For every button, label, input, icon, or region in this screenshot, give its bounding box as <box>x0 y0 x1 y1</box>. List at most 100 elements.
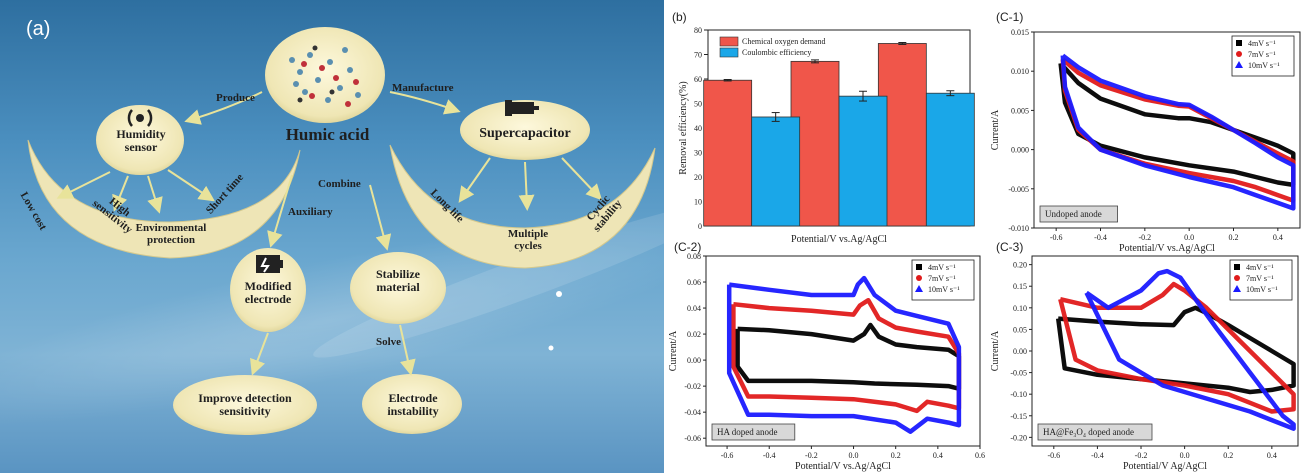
y-tick-label: -0.06 <box>684 434 701 443</box>
y-tick-label: 0 <box>698 222 702 231</box>
y-tick-label: 0.00 <box>1013 347 1027 356</box>
panel-c2-label: (C-2) <box>674 240 702 254</box>
x-tick-label: 0.2 <box>891 451 901 460</box>
annotation-group: HA@Fe₃O₄ doped anode <box>1037 423 1153 441</box>
humidity-sensor-label: Humidity sensor <box>116 127 166 155</box>
y-tick-label: 20 <box>694 173 702 182</box>
x-tick-label: -0.4 <box>1094 233 1107 242</box>
panel-c3-chart: (C-3) -0.6 -0.4 -0.2 0.0 0.2 0.4 -0.20 -0.15 -0.… <box>986 236 1306 473</box>
panel-a-graphics <box>0 27 664 435</box>
legend-label: Chemical oxygen demand <box>742 37 826 46</box>
panel-c1-svg: -0.6 -0.4 -0.2 0.0 0.2 0.4 -0.010 -0.005 0.000 0.… <box>990 28 1301 254</box>
y-tick-label: -0.02 <box>684 382 701 391</box>
panel-c1-chart: (C-1) -0.6 -0.4 -0.2 0.0 0.2 0.4 -0.010 -0.005 0… <box>986 0 1306 254</box>
y-tick-label: -0.04 <box>684 408 701 417</box>
y-tick-label: 50 <box>694 100 702 109</box>
legend-label: 4mV s⁻¹ <box>928 263 956 272</box>
annotation-label: HA@Fe₃O₄ doped anode <box>1043 427 1134 437</box>
y-tick-label: 70 <box>694 51 702 60</box>
annotation-group: Undoped anode <box>1039 205 1118 223</box>
y-tick-label: 0.010 <box>1011 67 1029 76</box>
y-tick-label: 0.10 <box>1013 304 1027 313</box>
humic-acid-molecule-icon <box>265 27 385 123</box>
legend-marker <box>1236 51 1242 57</box>
legend-swatch <box>719 47 739 58</box>
electrode-instability-node <box>362 374 462 434</box>
y-tick-label: 0.08 <box>687 252 701 261</box>
x-tick-label: 0.4 <box>1267 451 1277 460</box>
supercapacitor-crescent <box>389 144 656 269</box>
annotation-label: Undoped anode <box>1045 209 1102 219</box>
supercapacitor-label: Supercapacitor <box>479 126 571 141</box>
multiple-cycles-label: Multiple cycles <box>507 228 549 252</box>
x-tick-label: -0.4 <box>1091 451 1104 460</box>
y-tick-label: 30 <box>694 149 702 158</box>
legend-marker <box>1233 285 1241 292</box>
bar <box>838 95 888 227</box>
edge-combine-label: Combine <box>318 178 361 190</box>
y-tick-label: 0.05 <box>1013 325 1027 334</box>
y-tick-label: 0.20 <box>1013 261 1027 270</box>
panel-c2-chart: (C-2) -0.6 -0.4 -0.2 0.0 0.2 0.4 0.6 -0.06 -0.04… <box>664 236 986 473</box>
x-tick-label: -0.2 <box>1135 451 1148 460</box>
x-tick-label: 0.4 <box>933 451 943 460</box>
cv-curve <box>1058 61 1296 188</box>
x-tick-label: 0.4 <box>1273 233 1283 242</box>
panel-a-letter: (a) <box>26 18 51 40</box>
environmental-protection-label: Environmental protection <box>135 222 207 246</box>
panel-b-label: (b) <box>672 10 687 24</box>
y-tick-label: 0.005 <box>1011 106 1029 115</box>
annotation-box <box>1037 423 1153 441</box>
panel-c2-svg: -0.6 -0.4 -0.2 0.0 0.2 0.4 0.6 -0.06 -0.04 -0.02 0… <box>668 252 985 472</box>
legend-box <box>1229 259 1293 301</box>
y-tick-label: -0.15 <box>1010 412 1027 421</box>
x-tick-label: 0.0 <box>849 451 859 460</box>
x-tick-label: -0.2 <box>1138 233 1151 242</box>
edge-auxiliary-label: Auxiliary <box>288 206 333 218</box>
y-axis-label: Current/A <box>990 109 1001 150</box>
y-axis-label: Current/A <box>668 330 679 371</box>
flow-arrows <box>56 91 603 376</box>
y-tick-label: -0.010 <box>1008 224 1029 233</box>
humidity-sensor-icon <box>127 109 153 127</box>
panel-c3-label: (C-3) <box>996 240 1024 254</box>
x-tick-label: 0.2 <box>1223 451 1233 460</box>
legend-label: 4mV s⁻¹ <box>1248 39 1276 48</box>
annotation-group: HA doped anode <box>711 423 796 441</box>
annotation-box <box>711 423 796 441</box>
x-tick-label: -0.4 <box>763 451 776 460</box>
legend-label: 10mV s⁻¹ <box>928 285 960 294</box>
legend-label: 7mV s⁻¹ <box>1248 50 1276 59</box>
legend-marker <box>915 285 923 292</box>
x-tick-label: -0.6 <box>1050 233 1063 242</box>
y-tick-label: 0.000 <box>1011 146 1029 155</box>
y-tick-label: 0.015 <box>1011 28 1029 37</box>
x-axis-label: Potential/V vs.Ag/AgCl <box>791 234 887 245</box>
x-tick-label: 0.0 <box>1180 451 1190 460</box>
panel-b-svg: 0 10 20 30 40 50 60 70 80 Chemical oxygen demand C… <box>678 26 975 245</box>
x-tick-label: -0.6 <box>1047 451 1060 460</box>
y-tick-label: -0.05 <box>1010 369 1027 378</box>
electrode-instability-label: Electrode instability <box>387 391 439 419</box>
x-tick-label: 0.6 <box>975 451 985 460</box>
legend-marker <box>1234 275 1240 281</box>
bar <box>925 92 975 227</box>
improve-detection-label: Improve detection sensitivity <box>198 391 292 419</box>
x-axis-label: Potential/V Ag/AgCl <box>1123 461 1207 472</box>
legend-marker <box>1236 40 1242 46</box>
legend-label: 7mV s⁻¹ <box>928 274 956 283</box>
modified-electrode-node <box>230 248 306 332</box>
y-tick-label: 40 <box>694 124 702 133</box>
panel-c3-svg: -0.6 -0.4 -0.2 0.0 0.2 0.4 -0.20 -0.15 -0.10 -0.0… <box>990 255 1299 472</box>
edge-solve-label: Solve <box>376 336 402 348</box>
y-tick-label: -0.20 <box>1010 433 1027 442</box>
legend-box <box>911 259 975 301</box>
supercapacitor-node <box>460 100 590 160</box>
sparkle <box>548 345 554 351</box>
legend-swatch <box>719 36 739 47</box>
y-tick-label: 10 <box>694 198 702 207</box>
legend-label: 7mV s⁻¹ <box>1246 274 1274 283</box>
panel-c1-label: (C-1) <box>996 10 1024 24</box>
legend-label: Coulombic efficiency <box>742 48 811 57</box>
legend-label: 10mV s⁻¹ <box>1246 285 1278 294</box>
